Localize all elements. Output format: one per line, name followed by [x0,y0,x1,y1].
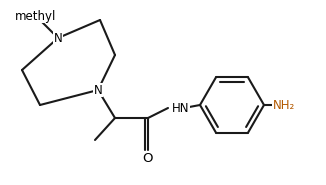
Text: NH₂: NH₂ [273,98,295,112]
Text: methyl: methyl [15,9,57,23]
Text: N: N [53,31,62,45]
Text: HN: HN [172,102,189,115]
Text: O: O [143,152,153,164]
Text: N: N [94,83,102,97]
